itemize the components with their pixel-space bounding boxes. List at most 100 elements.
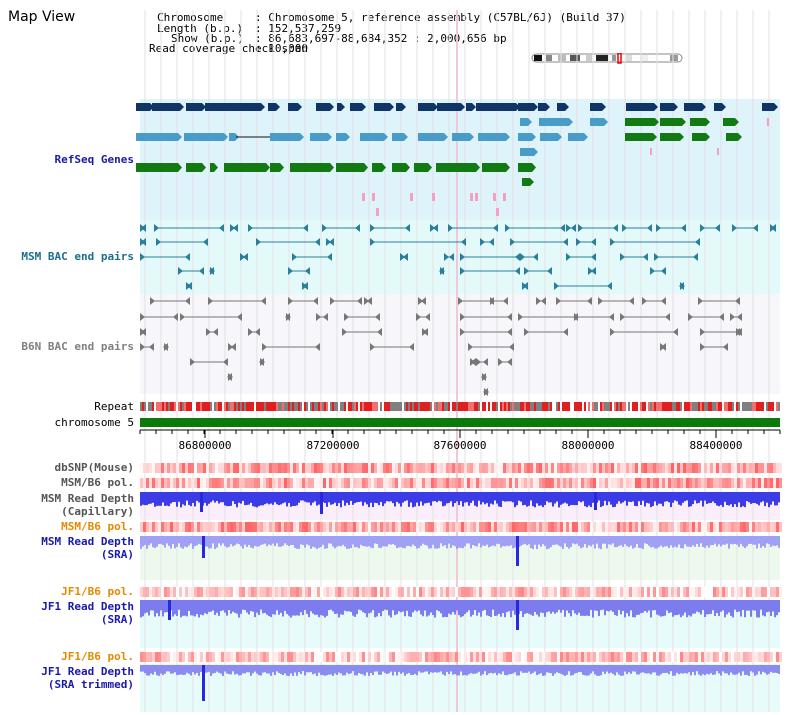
polymorphism-mark — [503, 463, 506, 473]
track-label-jf1-depth-trimmed-sub: (SRA trimmed) — [47, 678, 134, 691]
repeat-mark — [748, 402, 750, 411]
read-depth-bar — [552, 536, 554, 545]
read-depth-bar — [142, 665, 144, 672]
read-depth-bar — [252, 536, 254, 549]
polymorphism-mark — [680, 652, 683, 662]
polymorphism-mark — [170, 522, 173, 532]
read-depth-bar — [534, 600, 536, 612]
read-depth-bar — [736, 536, 738, 545]
polymorphism-mark — [563, 652, 566, 662]
polymorphism-mark — [401, 463, 404, 473]
track-label-jf1-b6-pol[interactable]: JF1/B6 pol. — [61, 585, 134, 598]
track-label-b6n-bac[interactable]: B6N BAC end pairs — [21, 340, 134, 353]
read-depth-spike — [516, 600, 519, 630]
read-depth-bar — [254, 492, 256, 507]
polymorphism-mark — [578, 522, 581, 532]
repeat-mark — [192, 402, 194, 411]
polymorphism-mark — [443, 652, 446, 662]
polymorphism-mark — [506, 652, 509, 662]
polymorphism-mark — [278, 652, 281, 662]
read-depth-bar — [220, 536, 222, 546]
chromosome-ideogram[interactable] — [530, 53, 685, 65]
read-depth-bar — [606, 600, 608, 611]
polymorphism-mark — [644, 587, 647, 597]
polymorphism-mark — [413, 478, 416, 488]
read-depth-bar — [610, 665, 612, 673]
polymorphism-mark — [191, 652, 194, 662]
polymorphism-mark — [632, 587, 635, 597]
polymorphism-mark — [533, 522, 536, 532]
read-depth-bar — [192, 536, 194, 549]
polymorphism-mark — [746, 522, 749, 532]
polymorphism-mark — [500, 522, 503, 532]
read-depth-bar — [630, 536, 632, 546]
polymorphism-mark — [197, 522, 200, 532]
track-label-jf1-depth-sra[interactable]: JF1 Read Depth — [41, 600, 134, 613]
track-label-jf1-b6-pol-2[interactable]: JF1/B6 pol. — [61, 650, 134, 663]
polymorphism-mark — [335, 587, 338, 597]
track-label-dbsnp[interactable]: dbSNP(Mouse) — [54, 461, 134, 474]
bac-end — [563, 238, 568, 246]
polymorphism-mark — [584, 652, 587, 662]
read-depth-bar — [466, 665, 468, 676]
polymorphism-mark — [734, 652, 737, 662]
read-depth-bar — [496, 600, 498, 616]
polymorphism-mark — [677, 478, 680, 488]
polymorphism-mark — [191, 522, 194, 532]
polymorphism-mark — [779, 587, 782, 597]
repeat-mark — [698, 402, 700, 411]
track-label-msm-depth-capillary[interactable]: MSM Read Depth — [41, 492, 134, 505]
read-depth-bar — [292, 600, 294, 616]
bac-end — [656, 224, 661, 232]
track-label-msm-b6-pol-sra[interactable]: MSM/B6 pol. — [61, 520, 134, 533]
read-depth-bar — [772, 665, 774, 673]
polymorphism-mark — [602, 478, 605, 488]
read-depth-spike — [202, 665, 205, 701]
repeat-mark — [390, 402, 392, 411]
read-depth-bar — [588, 600, 590, 617]
repeat-mark — [302, 402, 304, 411]
read-depth-bar — [384, 492, 386, 504]
track-label-refseq-genes[interactable]: RefSeq Genes — [54, 153, 134, 166]
read-depth-bar — [762, 665, 764, 672]
read-depth-bar — [720, 536, 722, 547]
polymorphism-mark — [308, 478, 311, 488]
track-label-msm-bac[interactable]: MSM BAC end pairs — [21, 250, 134, 263]
polymorphism-mark — [617, 478, 620, 488]
read-depth-bar — [228, 492, 230, 507]
read-depth-bar — [264, 536, 266, 544]
read-depth-bar — [664, 492, 666, 502]
track-label-jf1-depth-trimmed[interactable]: JF1 Read Depth — [41, 665, 134, 678]
polymorphism-mark — [320, 587, 323, 597]
polymorphism-mark — [188, 522, 191, 532]
polymorphism-mark — [770, 652, 773, 662]
polymorphism-mark — [470, 478, 473, 488]
polymorphism-mark — [710, 522, 713, 532]
polymorphism-mark — [176, 478, 179, 488]
polymorphism-mark — [413, 652, 416, 662]
polymorphism-mark — [233, 478, 236, 488]
polymorphism-mark — [674, 478, 677, 488]
polymorphism-mark — [170, 652, 173, 662]
track-label-msm-depth-sra[interactable]: MSM Read Depth — [41, 535, 134, 548]
read-depth-bar — [624, 665, 626, 672]
read-depth-bar — [298, 665, 300, 673]
polymorphism-mark — [506, 587, 509, 597]
read-depth-bar — [224, 492, 226, 506]
read-depth-bar — [482, 665, 484, 675]
polymorphism-mark — [308, 522, 311, 532]
polymorphism-mark — [179, 478, 182, 488]
gene-feature — [466, 103, 472, 111]
repeat-mark — [610, 402, 612, 411]
read-depth-bar — [692, 492, 694, 505]
read-depth-bar — [388, 600, 390, 616]
read-depth-bar — [472, 536, 474, 546]
polymorphism-mark — [449, 587, 452, 597]
track-label-msm-b6-pol[interactable]: MSM/B6 pol. — [61, 476, 134, 489]
polymorphism-mark — [644, 652, 647, 662]
repeat-mark — [684, 402, 686, 411]
polymorphism-mark — [272, 463, 275, 473]
read-depth-bar — [770, 536, 772, 547]
read-depth-bar — [626, 600, 628, 614]
